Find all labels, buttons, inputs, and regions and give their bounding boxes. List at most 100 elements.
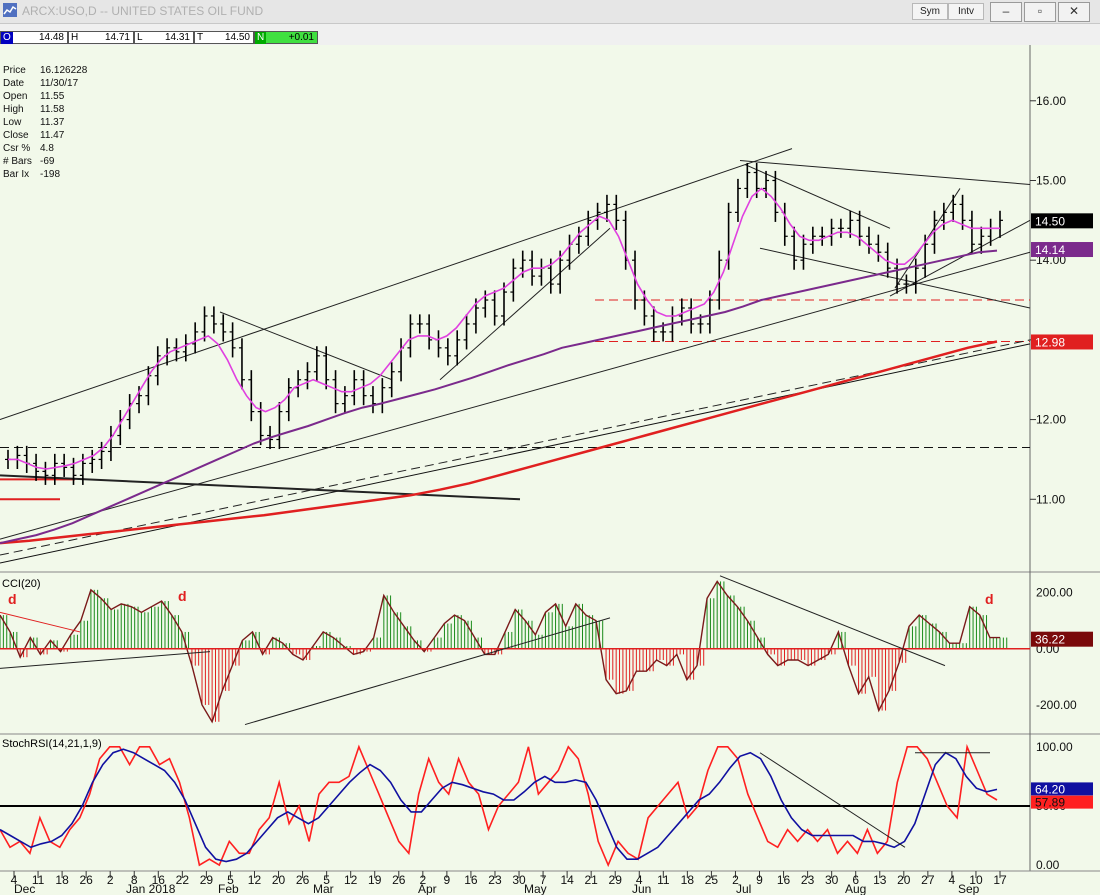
x-tick-label: 27 — [921, 873, 935, 887]
cci-trendline — [719, 575, 946, 667]
x-tick-label: 18 — [681, 873, 695, 887]
x-tick-label: 5 — [323, 873, 330, 887]
x-tick-label: 8 — [131, 873, 138, 887]
price-label: 12.98 — [1035, 335, 1065, 349]
month-label: Dec — [14, 882, 35, 895]
info-row: Price 16.126228 — [3, 65, 88, 76]
x-tick-label: 12 — [248, 873, 262, 887]
cci-annotation: d — [8, 591, 17, 607]
month-label: Mar — [313, 882, 334, 895]
cci-trendline — [0, 651, 211, 669]
chart-area[interactable]: 16.0015.0014.0013.0012.0011.0014.5014.14… — [0, 23, 1100, 895]
window-title: ARCX:USO,D -- UNITED STATES OIL FUND — [22, 4, 264, 18]
ma-long-line — [0, 340, 998, 545]
info-row: Csr % 4.8 — [3, 143, 54, 154]
x-tick-label: 30 — [825, 873, 839, 887]
quote-high: H 14.71 — [68, 31, 134, 44]
x-tick-label: 17 — [993, 873, 1007, 887]
month-label: Feb — [218, 882, 239, 895]
x-tick-label: 13 — [873, 873, 887, 887]
cci-value-box — [1031, 631, 1093, 647]
x-tick-label: 9 — [756, 873, 763, 887]
x-tick-label: 23 — [801, 873, 815, 887]
stochrsi-fast-label: 57.89 — [1035, 796, 1065, 810]
info-row: Close 11.47 — [3, 130, 65, 141]
chart-app-icon — [3, 3, 17, 17]
y-tick-label: 12.00 — [1036, 413, 1066, 427]
cci-line — [0, 580, 1000, 724]
trendline — [0, 251, 1031, 540]
trendline — [0, 148, 793, 421]
intv-button[interactable]: Intv — [948, 3, 984, 20]
price-label-box — [1031, 242, 1093, 258]
x-tick-label: 2 — [107, 873, 114, 887]
trendline — [739, 160, 1031, 185]
x-tick-label: 26 — [296, 873, 310, 887]
x-tick-label: 12 — [344, 873, 358, 887]
stochrsi-fast-box — [1031, 795, 1093, 809]
quote-net-change: N +0.01 — [254, 31, 318, 44]
ma-short-line — [8, 187, 1000, 470]
info-row: Low 11.37 — [3, 117, 65, 128]
x-tick-label: 10 — [969, 873, 983, 887]
cci-panel: 200.000.00-200.00d d d36.22 — [0, 575, 1093, 726]
month-label: Apr — [418, 882, 437, 895]
cci-trendline — [244, 617, 611, 726]
x-tick-label: 23 — [488, 873, 502, 887]
close-button[interactable]: ✕ — [1058, 2, 1090, 22]
axis-background — [1030, 45, 1100, 895]
month-label: Jun — [632, 882, 651, 895]
x-tick-label: 22 — [176, 873, 190, 887]
x-tick-label: 16 — [777, 873, 791, 887]
month-label: Jan 2018 — [126, 882, 176, 895]
date-axis: 4 11 18 26 2 8 16 22 29 5 12 20 26 5 12 19 26 2 9 16 23 30 7 14… — [11, 871, 1007, 895]
y-tick-label: 200.00 — [1036, 586, 1073, 600]
cci-panel-title: CCI(20) — [2, 578, 41, 590]
x-tick-label: 2 — [419, 873, 426, 887]
price-label-box — [1031, 334, 1093, 350]
x-tick-label: 4 — [11, 873, 18, 887]
maximize-button[interactable]: ▫ — [1024, 2, 1056, 22]
trendline — [759, 247, 1031, 309]
y-tick-label: 11.00 — [1036, 492, 1065, 506]
info-box: Price 16.126228 Date 11/30/17 Open 11.55 Hi… — [3, 64, 87, 181]
x-tick-label: 4 — [636, 873, 643, 887]
stochrsi-trendline — [759, 752, 906, 848]
x-tick-label: 11 — [32, 873, 45, 887]
x-tick-label: 26 — [392, 873, 406, 887]
quote-last: T 14.50 — [194, 31, 254, 44]
cci-value-label: 36.22 — [1035, 633, 1065, 647]
info-row: High 11.58 — [3, 104, 65, 115]
stochrsi-panel-title: StochRSI(14,21,1,9) — [2, 738, 102, 750]
quote-low: L 14.31 — [134, 31, 194, 44]
trendline — [0, 339, 1031, 556]
y-tick-label: 0.00 — [1036, 858, 1060, 872]
cci-annotation: d — [985, 591, 994, 607]
price-label: 14.14 — [1035, 243, 1065, 257]
month-label: Aug — [845, 882, 866, 895]
x-tick-label: 2 — [732, 873, 739, 887]
y-tick-label: 15.00 — [1036, 173, 1066, 187]
info-row: Date 11/30/17 — [3, 78, 79, 89]
window-titlebar: ARCX:USO,D -- UNITED STATES OIL FUND Sym… — [0, 0, 1100, 24]
y-tick-label: 100.00 — [1036, 740, 1073, 754]
trendline — [889, 219, 1031, 297]
cci-annotation: d — [178, 588, 187, 604]
info-row: # Bars -69 — [3, 156, 55, 167]
month-label: Sep — [958, 882, 980, 895]
info-row: Open 11.55 — [3, 91, 65, 102]
panel-labels: CCI(20) StochRSI(14,21,1,9) — [2, 578, 102, 750]
x-tick-label: 30 — [512, 873, 526, 887]
stochrsi-fast-line — [0, 743, 998, 868]
x-tick-label: 20 — [897, 873, 911, 887]
x-tick-label: 29 — [609, 873, 623, 887]
ma-mid-line — [0, 249, 998, 545]
price-panel: 16.0015.0014.0013.0012.0011.0014.5014.14… — [0, 45, 1100, 872]
minimize-button[interactable]: – — [990, 2, 1022, 22]
x-tick-label: 11 — [657, 873, 670, 887]
price-label: 14.50 — [1035, 214, 1065, 228]
sym-button[interactable]: Sym — [912, 3, 948, 20]
info-row: Bar Ix -198 — [3, 169, 61, 180]
x-tick-label: 21 — [584, 873, 598, 887]
